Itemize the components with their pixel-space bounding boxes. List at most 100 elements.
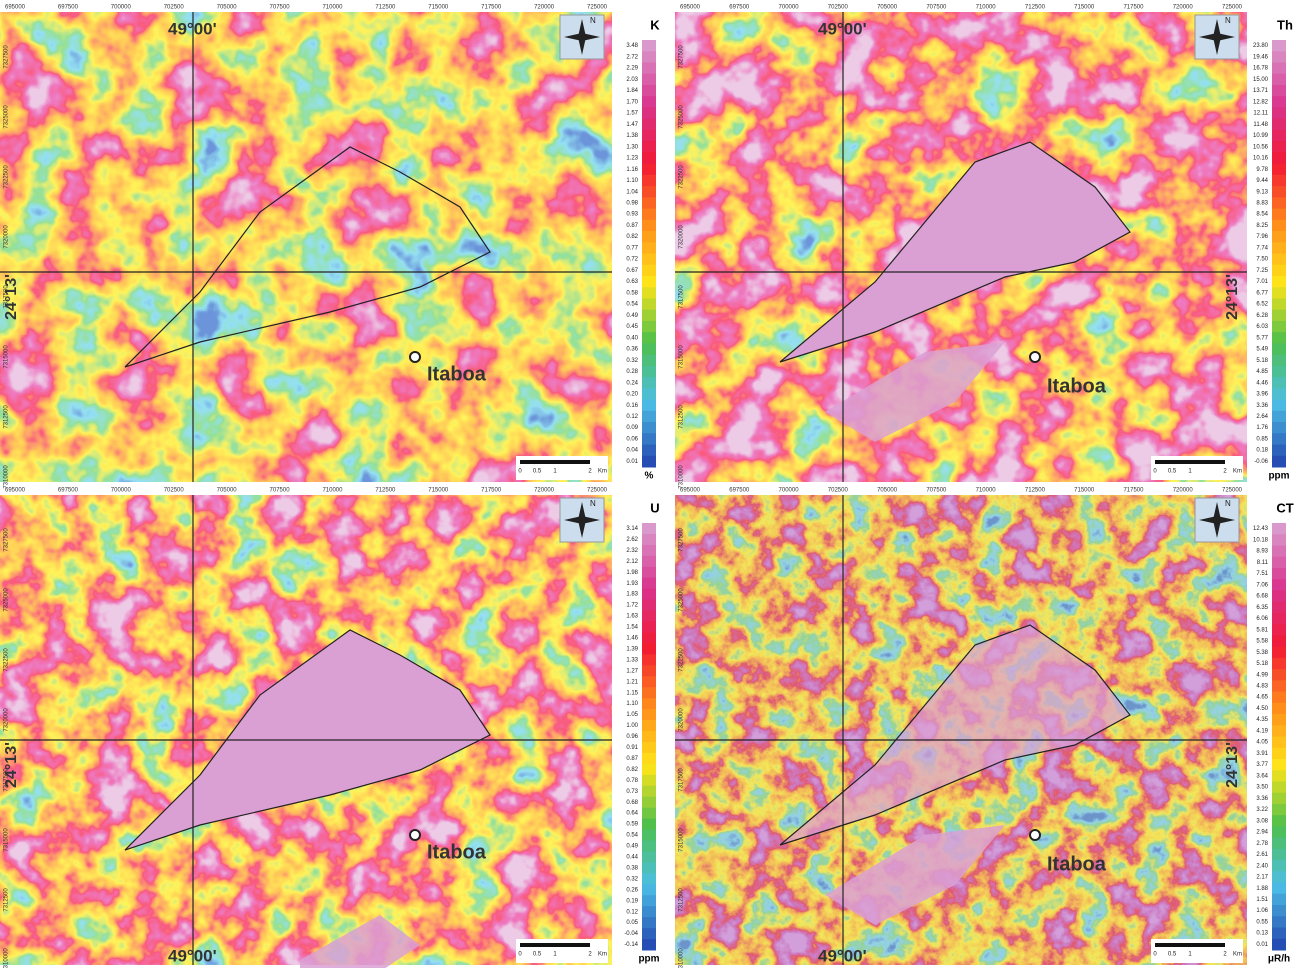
legend-swatch xyxy=(1272,545,1286,557)
legend-swatch xyxy=(1272,62,1286,74)
legend-swatch xyxy=(1272,602,1286,614)
legend-swatch xyxy=(1272,321,1286,333)
legend-value: 1.06 xyxy=(1256,908,1268,914)
legend-swatch xyxy=(642,400,656,412)
legend-swatch xyxy=(1272,107,1286,119)
map-raster xyxy=(0,12,612,482)
legend-value: 1.93 xyxy=(626,581,638,587)
legend-swatch xyxy=(1272,119,1286,131)
x-coordinate: 712500 xyxy=(375,488,396,494)
town-marker xyxy=(410,352,420,362)
legend-value: 0.93 xyxy=(626,212,638,218)
legend-value: 3.22 xyxy=(1256,807,1268,813)
legend-swatch xyxy=(642,764,656,775)
legend-swatch xyxy=(642,939,656,950)
legend-swatch xyxy=(642,119,656,131)
legend-value: 1.83 xyxy=(626,592,638,598)
legend-value: 2.72 xyxy=(626,54,638,60)
legend-value: 0.85 xyxy=(1256,436,1268,442)
legend-value: 0.98 xyxy=(626,201,638,207)
legend-swatch xyxy=(1272,220,1286,232)
legend-value: 7.01 xyxy=(1256,279,1268,285)
town-marker xyxy=(410,830,420,840)
legend-swatch xyxy=(1272,298,1286,310)
legend-value: 0.78 xyxy=(626,778,638,784)
legend-swatch xyxy=(642,687,656,698)
legend-value: 0.68 xyxy=(626,800,638,806)
legend-value: 4.85 xyxy=(1256,369,1268,375)
legend-value: 8.54 xyxy=(1256,212,1268,218)
legend-swatch xyxy=(1272,871,1286,883)
legend-swatch xyxy=(642,862,656,873)
y-coordinate: 7320000 xyxy=(679,708,685,732)
legend-value: 8.25 xyxy=(1256,223,1268,229)
x-coordinate: 707500 xyxy=(926,5,947,11)
legend-swatch xyxy=(1272,759,1286,771)
legend-swatch xyxy=(642,220,656,232)
legend-value: 8.83 xyxy=(1256,201,1268,207)
legend-value: 11.48 xyxy=(1253,122,1268,128)
scale-label: Km xyxy=(1233,469,1242,475)
legend-swatch xyxy=(1272,568,1286,580)
legend-swatch xyxy=(1272,231,1286,243)
longitude-label: 49°00' xyxy=(168,19,217,38)
legend-swatch xyxy=(1272,445,1286,457)
legend-value: 2.17 xyxy=(1256,875,1268,881)
x-coordinate: 725000 xyxy=(587,5,608,11)
legend-swatch xyxy=(1272,939,1286,951)
legend-value: 0.77 xyxy=(626,245,638,251)
legend-swatch xyxy=(1272,770,1286,782)
legend-swatch xyxy=(642,676,656,687)
legend-value: 0.06 xyxy=(626,436,638,442)
y-coordinate: 7310000 xyxy=(4,465,10,489)
legend-value: 6.03 xyxy=(1256,324,1268,330)
x-coordinate: 697500 xyxy=(58,5,79,11)
legend-swatch xyxy=(642,242,656,254)
scale-box xyxy=(1151,939,1243,963)
legend-value: 0.12 xyxy=(626,909,638,915)
map-panel: 49°00'24°13'ItaboaN00.512Km xyxy=(675,495,1247,965)
legend-swatch xyxy=(642,906,656,917)
legend-title: Th xyxy=(1277,17,1293,32)
legend-value: 4.50 xyxy=(1256,706,1268,712)
legend-value: 2.94 xyxy=(1256,830,1268,836)
north-label: N xyxy=(1225,499,1231,508)
legend-swatch xyxy=(642,830,656,841)
legend-swatch xyxy=(1272,276,1286,288)
legend-swatch xyxy=(1272,883,1286,895)
north-label: N xyxy=(590,16,596,25)
legend-value: 6.06 xyxy=(1256,616,1268,622)
legend-value: 9.44 xyxy=(1256,178,1268,184)
longitude-label: 49°00' xyxy=(818,19,867,38)
legend-swatch xyxy=(642,388,656,400)
legend-value: 13.71 xyxy=(1253,88,1269,94)
town-marker xyxy=(1030,352,1040,362)
legend-value: 3.48 xyxy=(626,43,638,49)
legend-swatch xyxy=(1272,411,1286,423)
scale-bar xyxy=(1155,460,1225,464)
y-coordinate: 7320000 xyxy=(4,708,10,732)
legend-value: 23.80 xyxy=(1253,43,1269,49)
y-coordinate: 7315000 xyxy=(679,345,685,369)
x-coordinate: 725000 xyxy=(1222,5,1243,11)
x-coordinate: 720000 xyxy=(534,488,555,494)
latitude-label: 24°13' xyxy=(1224,742,1241,788)
legend-value: 0.16 xyxy=(626,403,638,409)
legend-value: -0.06 xyxy=(1254,459,1268,465)
legend-swatch xyxy=(1272,613,1286,625)
map-panel: 49°00'24°13'ItaboaN00.512Km xyxy=(675,12,1247,482)
y-coordinate: 7325000 xyxy=(4,105,10,129)
legend-value: 5.58 xyxy=(1256,639,1268,645)
y-coordinate: 7320000 xyxy=(4,225,10,249)
legend-value: 10.99 xyxy=(1253,133,1269,139)
legend-value: 10.18 xyxy=(1253,537,1269,543)
legend-value: 0.82 xyxy=(626,767,638,773)
legend-swatch xyxy=(642,456,656,468)
x-coordinate: 725000 xyxy=(587,488,608,494)
legend-value: 2.78 xyxy=(1256,841,1268,847)
x-coordinate: 707500 xyxy=(270,488,291,494)
y-coordinate: 7315000 xyxy=(4,345,10,369)
legend-swatch xyxy=(1272,557,1286,569)
legend-swatch xyxy=(642,545,656,556)
legend-swatch xyxy=(1272,197,1286,209)
